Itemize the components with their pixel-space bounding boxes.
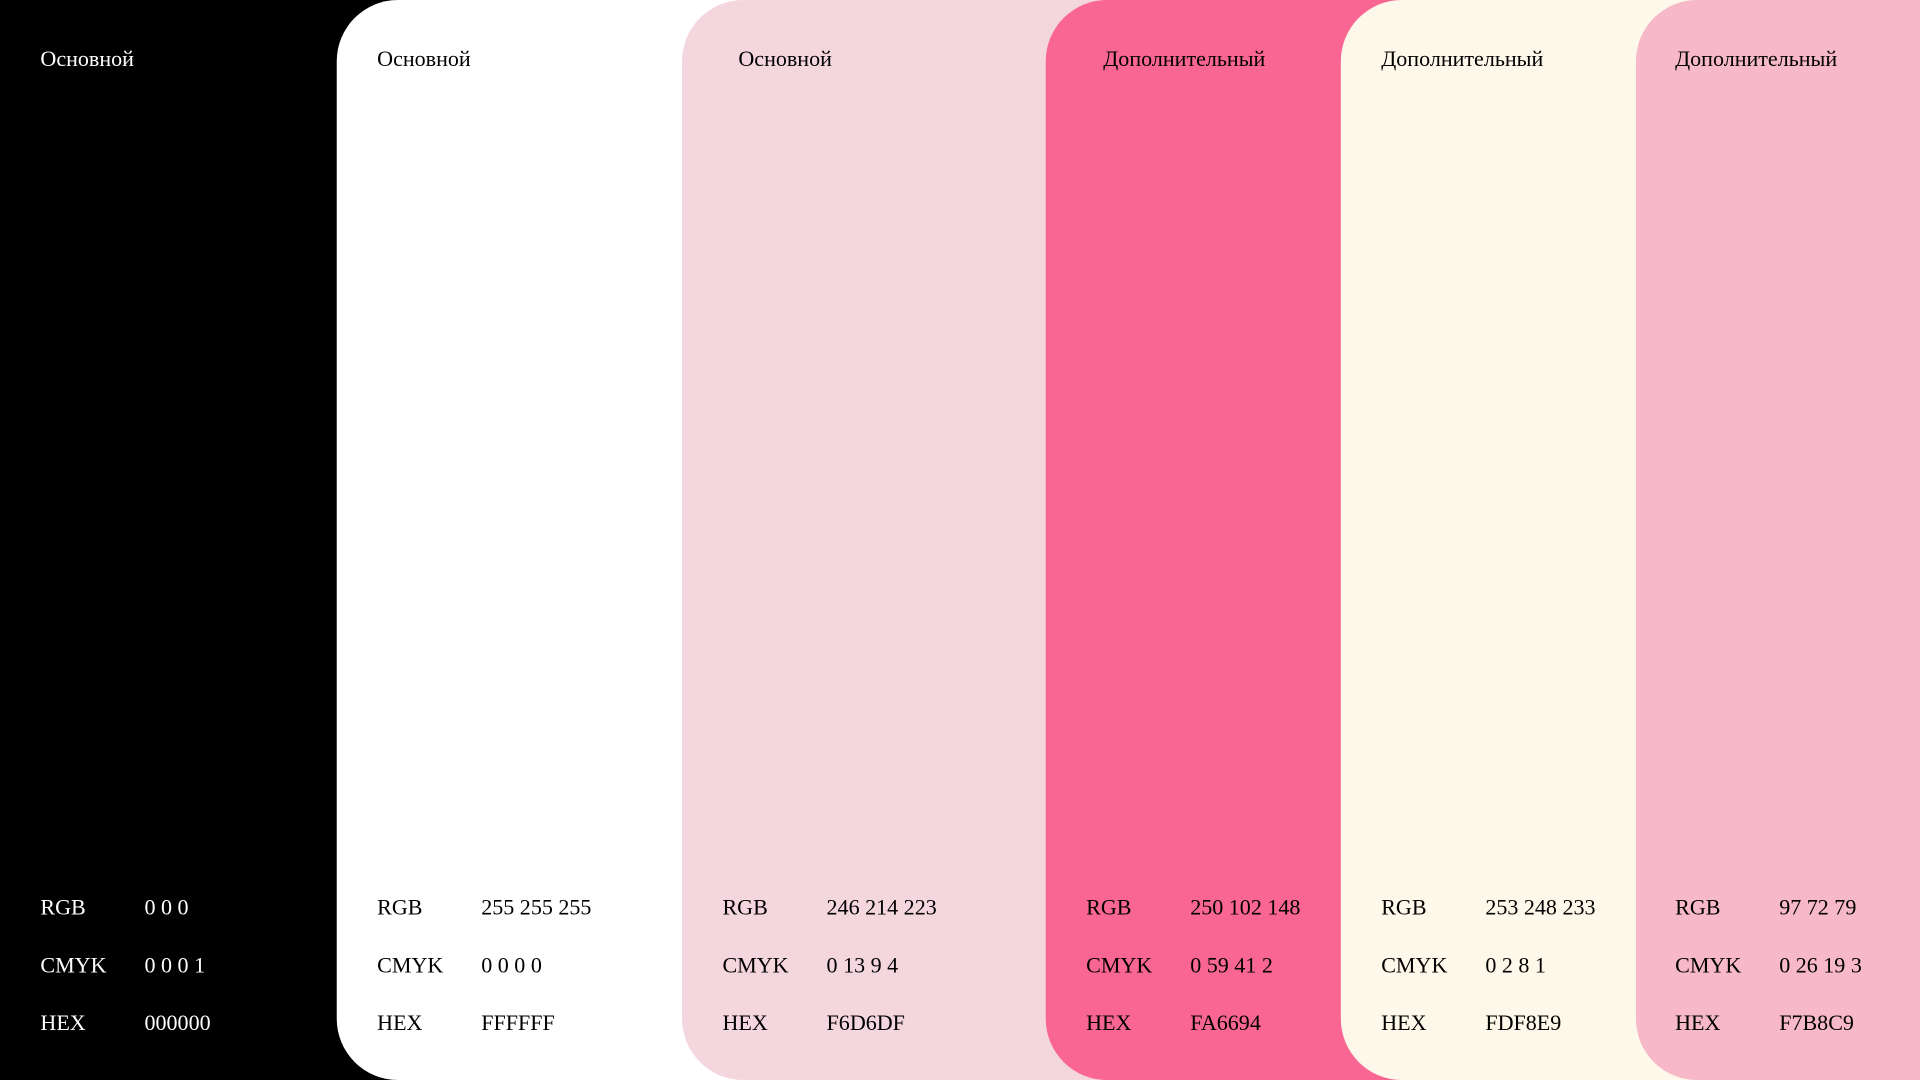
- swatch-title: Основной: [377, 46, 471, 72]
- hex-value: 000000: [144, 1010, 211, 1035]
- hex-value: FDF8E9: [1485, 1010, 1562, 1035]
- rgb-label: RGB: [1381, 895, 1427, 920]
- hex-label: HEX: [40, 1010, 86, 1035]
- hex-label: HEX: [1086, 1010, 1132, 1035]
- cmyk-value: 0 26 19 3: [1779, 952, 1862, 978]
- cmyk-label: CMYK: [40, 952, 107, 978]
- hex-value: F7B8C9: [1779, 1010, 1854, 1035]
- cmyk-value: 0 13 9 4: [826, 952, 899, 978]
- hex-value: FA6694: [1190, 1010, 1261, 1035]
- swatch-title: Дополнительный: [1675, 46, 1838, 72]
- cmyk-value: 0 0 0 0: [481, 952, 542, 978]
- hex-label: HEX: [722, 1010, 768, 1035]
- rgb-label: RGB: [40, 895, 86, 920]
- rgb-value: 0 0 0: [144, 895, 189, 920]
- swatch-title: Дополнительный: [1103, 46, 1266, 72]
- cmyk-label: CMYK: [1381, 952, 1448, 978]
- rgb-label: RGB: [1086, 895, 1132, 920]
- hex-label: HEX: [377, 1010, 423, 1035]
- cmyk-value: 0 0 0 1: [144, 952, 206, 978]
- rgb-value: 246 214 223: [826, 895, 937, 920]
- hex-label: HEX: [1381, 1010, 1427, 1035]
- rgb-value: 253 248 233: [1485, 895, 1596, 920]
- swatch-title: Основной: [40, 46, 134, 72]
- rgb-value: 250 102 148: [1190, 895, 1301, 920]
- rgb-label: RGB: [722, 895, 768, 920]
- hex-label: HEX: [1675, 1010, 1721, 1035]
- rgb-value: 97 72 79: [1779, 895, 1857, 920]
- cmyk-label: CMYK: [377, 952, 444, 978]
- cmyk-label: CMYK: [722, 952, 789, 978]
- cmyk-value: 0 2 8 1: [1485, 952, 1546, 978]
- cmyk-label: CMYK: [1675, 952, 1742, 978]
- swatch-panel: Дополнительный RGB 97 72 79 CMYK 0 26 19 3 HE…: [1635, 0, 1920, 1080]
- hex-value: FFFFFF: [481, 1010, 555, 1035]
- rgb-value: 255 255 255: [481, 895, 592, 920]
- swatch-title: Основной: [738, 46, 832, 72]
- cmyk-value: 0 59 41 2: [1190, 952, 1273, 978]
- swatch-title: Дополнительный: [1381, 46, 1544, 72]
- rgb-label: RGB: [1675, 895, 1721, 920]
- rgb-label: RGB: [377, 895, 423, 920]
- cmyk-label: CMYK: [1086, 952, 1153, 978]
- hex-value: F6D6DF: [826, 1010, 905, 1035]
